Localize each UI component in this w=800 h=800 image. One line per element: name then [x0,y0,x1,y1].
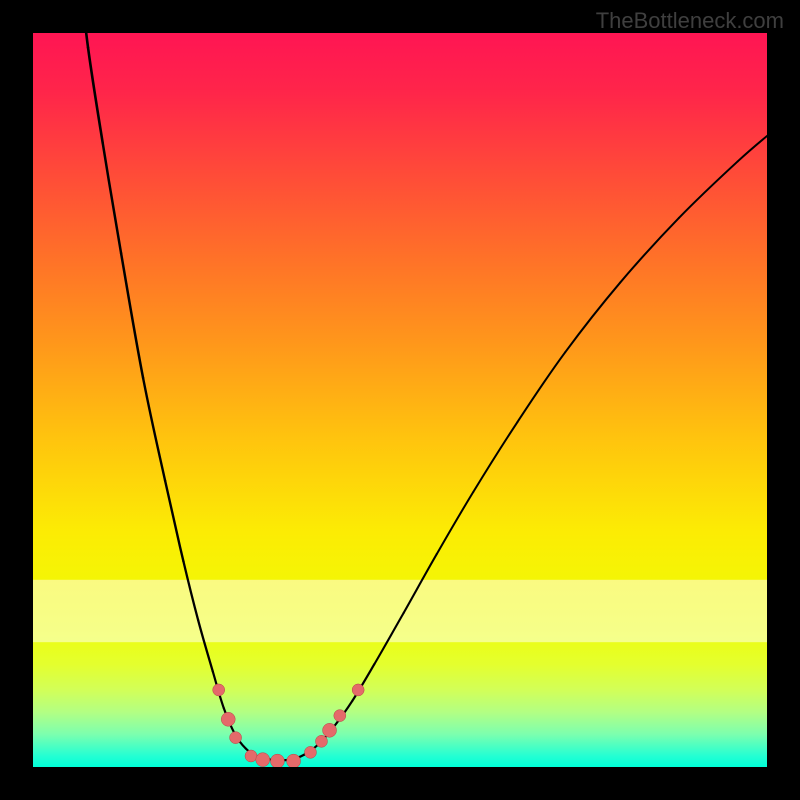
marker-dot [270,754,284,767]
plot-svg [33,33,767,767]
chart-stage: TheBottleneck.com [0,0,800,800]
marker-dot [323,723,337,737]
bottleneck-plot [33,33,767,767]
marker-dot [221,712,235,726]
watermark-text: TheBottleneck.com [596,8,784,34]
marker-dot [230,732,242,744]
marker-dot [287,754,301,767]
marker-dot [334,710,346,722]
marker-dot [304,746,316,758]
marker-dot [245,750,257,762]
marker-dot [213,684,225,696]
plot-background [33,33,767,767]
marker-dot [352,684,364,696]
highlight-band [33,580,767,642]
marker-dot [256,753,270,767]
marker-dot [315,735,327,747]
